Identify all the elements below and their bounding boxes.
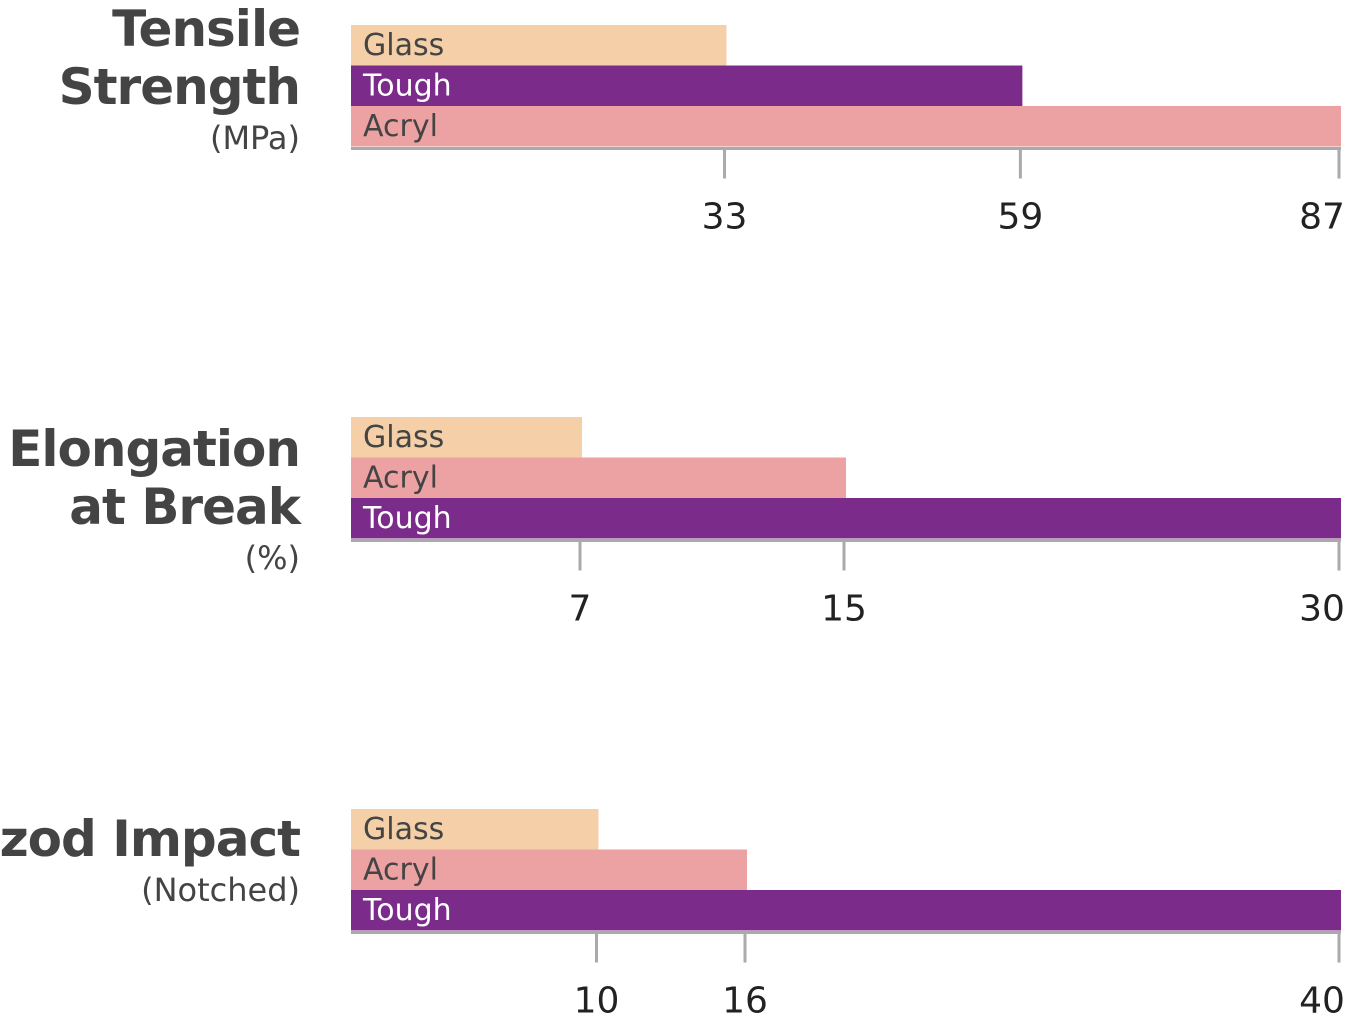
tick-label: 33 — [702, 197, 748, 238]
title-line: Elongation — [8, 420, 301, 478]
izod-title: Izod Impact (Notched) — [0, 810, 301, 912]
tick-label: 16 — [722, 981, 768, 1021]
tick-label: 15 — [821, 589, 867, 630]
izod-panel: Izod Impact (Notched) — [0, 0, 1348, 909]
bar-label: Tough — [362, 501, 452, 536]
bar-label: Acryl — [363, 853, 438, 888]
tick-label: 87 — [1299, 197, 1345, 238]
chart-2: Glass Acryl Tough 10 16 40 — [351, 809, 1345, 1021]
title-line: Strength — [58, 58, 301, 116]
elongation-panel: Elongation at Break (%) — [0, 0, 1348, 577]
bar-label: Acryl — [363, 461, 438, 496]
bar-label: Glass — [363, 420, 444, 455]
bar-label: Tough — [362, 69, 452, 104]
bar-label: Glass — [363, 812, 444, 847]
bar-acryl — [351, 457, 846, 498]
tick-label: 30 — [1299, 589, 1345, 630]
tensile-title: Tensile Strength (MPa) — [58, 0, 301, 160]
bar-glass — [351, 417, 582, 458]
title-line: Tensile — [112, 0, 301, 58]
elongation-title: Elongation at Break (%) — [8, 420, 301, 580]
tick-label: 7 — [569, 589, 592, 630]
bar-glass — [351, 809, 599, 850]
tensile-strength-panel: Tensile Strength (MPa) — [0, 0, 1348, 240]
bar-tough — [351, 65, 1023, 106]
unit-label: (MPa) — [209, 119, 300, 157]
bar-label: Glass — [363, 28, 444, 63]
bar-acryl — [351, 849, 747, 890]
chart-0: Glass Tough Acryl 33 59 87 — [351, 25, 1345, 238]
tick-label: 40 — [1299, 981, 1345, 1021]
unit-label: (%) — [244, 539, 300, 577]
title-line: Izod Impact — [0, 810, 301, 868]
bar-label: Acryl — [363, 109, 438, 144]
tick-label: 59 — [997, 197, 1043, 238]
bar-acryl — [351, 106, 1341, 147]
bar-glass — [351, 25, 727, 66]
bar-tough — [351, 498, 1341, 539]
tick-label: 10 — [574, 981, 620, 1021]
title-line: at Break — [69, 478, 301, 536]
bar-label: Tough — [362, 893, 452, 928]
unit-label: (Notched) — [141, 871, 300, 909]
bar-tough — [351, 890, 1341, 931]
chart-1: Glass Acryl Tough 7 15 30 — [351, 417, 1345, 630]
